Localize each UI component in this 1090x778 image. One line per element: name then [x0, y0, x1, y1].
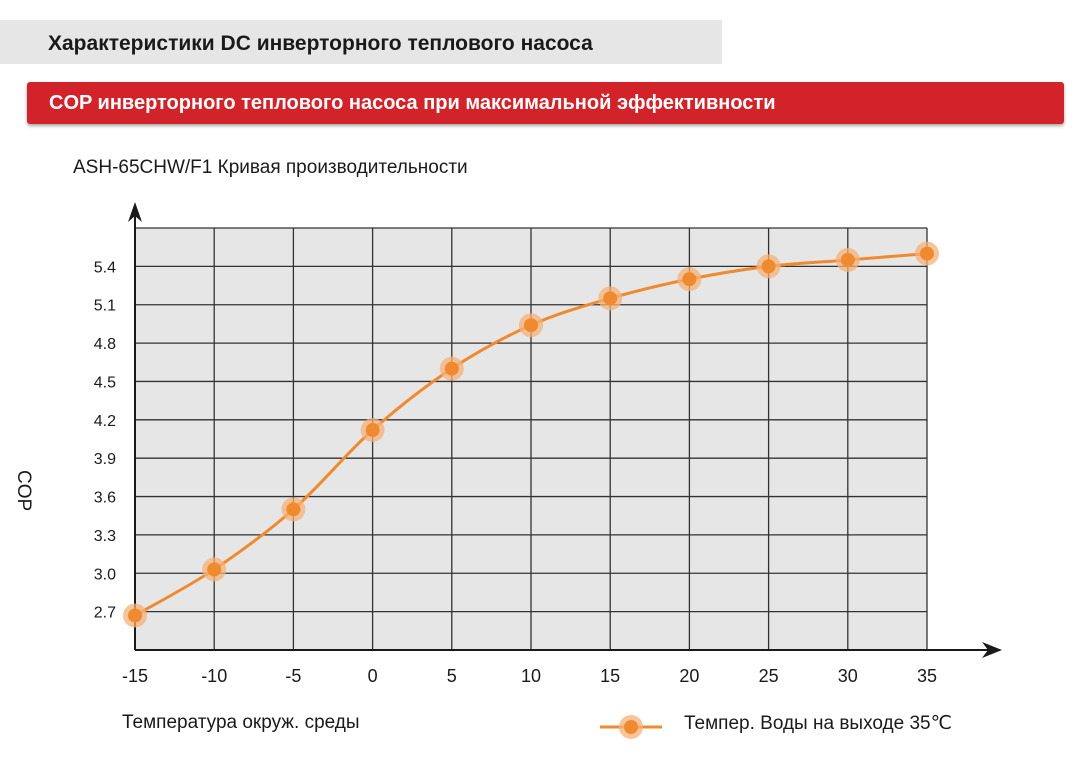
y-tick-label: 4.8 — [94, 336, 116, 353]
y-tick-label: 3.9 — [94, 451, 116, 468]
data-point — [207, 562, 222, 577]
x-tick-label: -15 — [122, 666, 148, 686]
y-axis-arrow — [128, 202, 142, 222]
legend-marker — [600, 715, 662, 739]
y-tick-label: 5.4 — [94, 259, 116, 276]
grid-lines — [135, 227, 928, 650]
data-point — [286, 502, 301, 517]
x-tick-label: 15 — [600, 666, 620, 686]
data-point — [761, 259, 776, 274]
banner-text: COP инверторного теплового насоса при ма… — [49, 92, 776, 114]
data-point — [682, 272, 697, 287]
data-point — [128, 608, 142, 623]
data-point — [524, 318, 538, 333]
x-tick-label: 30 — [838, 666, 858, 686]
series-layer — [123, 241, 939, 628]
data-point — [365, 423, 380, 438]
x-tick-label: -10 — [201, 666, 227, 686]
y-tick-label: 2.7 — [94, 605, 116, 622]
page-title: Характеристики DC инверторного теплового… — [48, 32, 593, 55]
x-tick-label: 0 — [368, 666, 378, 686]
data-point — [840, 252, 855, 267]
x-tick-label: 25 — [759, 666, 779, 686]
legend-label: Темпер. Воды на выходе 35℃ — [684, 713, 952, 734]
y-axis-label: COP — [13, 470, 34, 512]
y-tick-label: 4.5 — [94, 374, 116, 391]
x-tick-label: 20 — [679, 666, 699, 686]
data-point — [603, 291, 618, 306]
axes — [128, 202, 1002, 658]
x-tick-label: -5 — [285, 666, 301, 686]
header-bar: Характеристики DC инверторного теплового… — [0, 20, 722, 64]
y-tick-label: 4.2 — [94, 413, 116, 430]
x-tick-label: 35 — [917, 666, 937, 686]
x-axis-arrow — [982, 642, 1002, 658]
y-tick-label: 3.0 — [94, 566, 116, 583]
y-tick-labels: 2.7 3.0 3.3 3.6 3.9 4.2 4.5 4.8 5.1 5.4 — [94, 259, 116, 621]
x-tick-label: 5 — [447, 666, 457, 686]
x-tick-label: 10 — [521, 666, 541, 686]
y-tick-label: 3.3 — [94, 528, 116, 545]
x-axis-label: Температура окруж. среды — [122, 712, 360, 733]
data-point — [444, 361, 459, 376]
y-tick-label: 5.1 — [94, 298, 116, 315]
red-banner: COP инверторного теплового насоса при ма… — [27, 82, 1064, 124]
legend: Темпер. Воды на выходе 35℃ — [600, 709, 1040, 745]
x-tick-labels: -15 -10 -5 0 5 10 15 20 25 30 35 — [122, 666, 937, 686]
data-point — [920, 246, 934, 261]
chart-title: ASH-65CHW/F1 Кривая производительности — [73, 157, 468, 178]
y-tick-label: 3.6 — [94, 490, 116, 507]
